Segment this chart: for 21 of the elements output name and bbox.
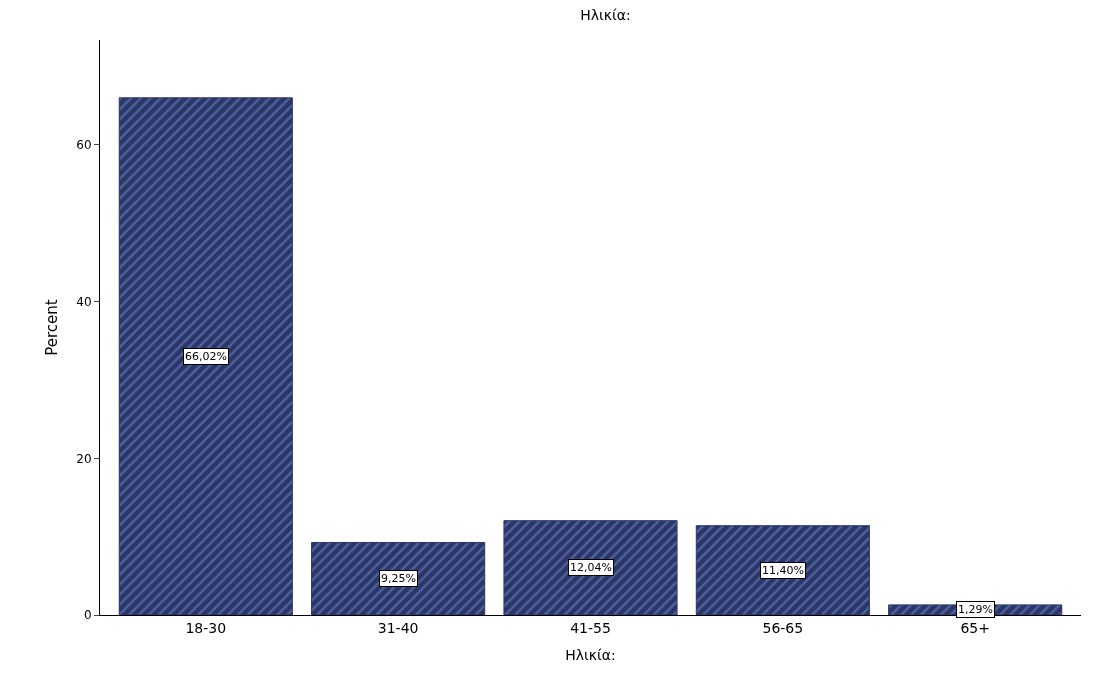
data-label: 11,40%	[762, 564, 804, 577]
data-label: 12,04%	[570, 561, 612, 574]
data-label: 1,29%	[958, 603, 993, 616]
y-axis-title: Percent	[42, 299, 61, 356]
chart-title: Ηλικία:	[580, 7, 631, 24]
x-tick-label: 56-65	[762, 619, 804, 636]
bar	[503, 520, 678, 615]
y-tick-label: 40	[76, 294, 92, 309]
data-label: 66,02%	[185, 350, 227, 363]
x-axis-title: Ηλικία:	[565, 647, 616, 664]
bar	[311, 542, 486, 615]
x-tick-label: 41-55	[570, 619, 611, 636]
bar	[118, 97, 293, 615]
y-tick-label: 20	[76, 451, 92, 466]
x-tick-label: 31-40	[377, 619, 419, 636]
x-tick-label: 18-30	[185, 619, 227, 636]
y-tick-label: 0	[83, 608, 92, 623]
data-label: 9,25%	[381, 572, 416, 585]
y-tick-label: 60	[76, 138, 92, 153]
bar	[695, 525, 870, 615]
x-tick-label: 65+	[960, 619, 990, 636]
